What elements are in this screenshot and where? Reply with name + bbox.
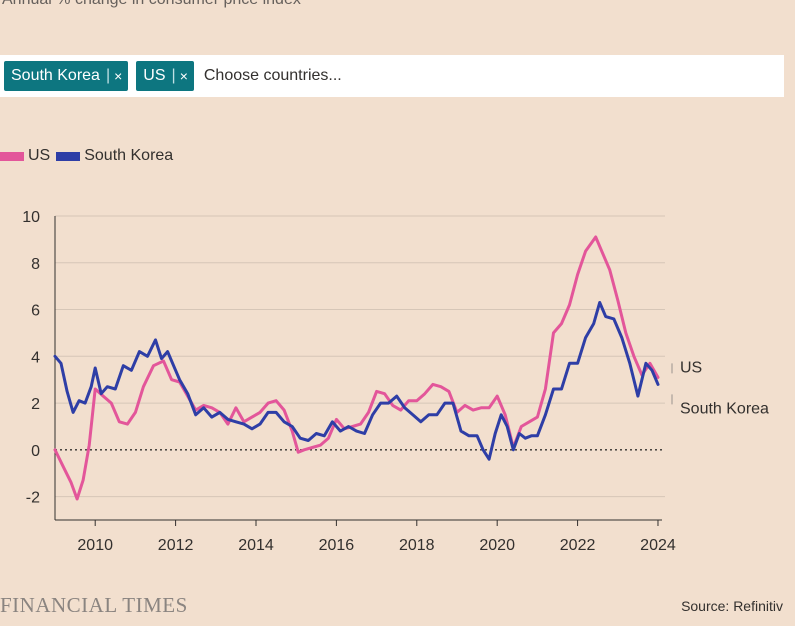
- y-tick-label: 8: [31, 256, 40, 273]
- x-tick-label: 2020: [479, 537, 515, 554]
- chip-us-label: US: [143, 67, 166, 84]
- cpi-line-chart: -2 0 2 4 6 8 10 2010 2012 2014 2016 2018 2020 2022 20…: [22, 209, 769, 554]
- legend-label-us: US: [28, 147, 51, 164]
- country-selector: South Korea | × US | ×: [0, 55, 784, 97]
- y-tick-label: 10: [22, 209, 40, 226]
- choose-countries-input[interactable]: [201, 66, 506, 86]
- ft-brand-logo: FINANCIAL TIMES: [0, 593, 188, 617]
- y-tick-label: 6: [31, 303, 40, 320]
- end-label-south-korea: South Korea: [680, 400, 769, 417]
- chip-us[interactable]: US | ×: [136, 61, 194, 91]
- x-tick-label: 2014: [238, 537, 274, 554]
- chip-south-korea-label: South Korea: [11, 67, 100, 84]
- x-tick-label: 2012: [158, 537, 194, 554]
- x-tick-label: 2018: [399, 537, 435, 554]
- y-tick-label: 4: [31, 349, 40, 366]
- legend-swatch-us: [0, 151, 24, 161]
- chip-south-korea[interactable]: South Korea | ×: [4, 61, 129, 91]
- source-note: Source: Refinitiv: [681, 598, 783, 614]
- series-line-south-korea: [53, 301, 660, 461]
- chip-separator: |: [105, 67, 111, 84]
- series-line-us: [53, 235, 660, 501]
- x-tick-label: 2010: [77, 537, 113, 554]
- remove-south-korea-icon[interactable]: ×: [114, 68, 123, 84]
- chart-legend: US South Korea: [0, 147, 179, 165]
- end-label-us: US: [680, 359, 702, 376]
- remove-us-icon[interactable]: ×: [179, 68, 188, 84]
- legend-label-south-korea: South Korea: [84, 147, 174, 164]
- legend-item-south-korea: South Korea: [56, 147, 173, 165]
- legend-item-us: US: [0, 147, 50, 165]
- y-tick-label: 2: [31, 396, 40, 413]
- chip-separator: |: [171, 67, 176, 84]
- legend-swatch-south-korea: [56, 151, 81, 161]
- chart-subtitle: Annual % change in consumer price index: [2, 0, 301, 9]
- y-tick-label: -2: [26, 490, 40, 507]
- x-tick-label: 2024: [640, 537, 676, 554]
- y-tick-label: 0: [31, 443, 40, 460]
- x-tick-label: 2016: [319, 537, 355, 554]
- x-tick-label: 2022: [560, 537, 596, 554]
